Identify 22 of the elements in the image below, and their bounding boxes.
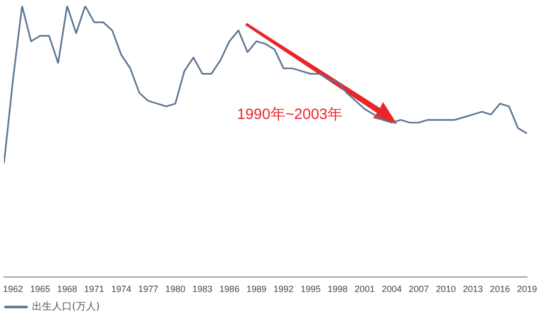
- x-tick-label: 1992: [274, 284, 294, 294]
- x-tick-label: 1986: [219, 284, 240, 294]
- x-tick-label: 1971: [84, 284, 104, 294]
- x-tick-label: 2013: [462, 284, 483, 294]
- x-tick-label: 1998: [328, 284, 348, 294]
- x-tick-label: 1962: [3, 284, 24, 294]
- x-tick-label: 2007: [408, 284, 429, 294]
- x-tick-label: 1974: [111, 284, 132, 294]
- x-tick-label: 1983: [192, 284, 212, 294]
- x-tick-label: 2004: [382, 284, 402, 294]
- x-tick-label: 2010: [436, 284, 456, 294]
- x-tick-label: 1965: [30, 284, 50, 294]
- x-tick-label: 2019: [516, 284, 538, 294]
- x-tick-label: 1968: [57, 284, 78, 294]
- annotation: 1990年~2003年: [237, 106, 342, 124]
- x-tick-label: 1980: [165, 284, 186, 294]
- x-tick-label: 2016: [490, 284, 510, 294]
- x-tick-label: 1989: [246, 284, 267, 294]
- x-tick-label: 1995: [300, 284, 321, 294]
- legend-label: 出生人口(万人): [32, 300, 100, 313]
- x-tick-label: 1977: [138, 284, 158, 294]
- x-tick-label: 2001: [354, 284, 375, 294]
